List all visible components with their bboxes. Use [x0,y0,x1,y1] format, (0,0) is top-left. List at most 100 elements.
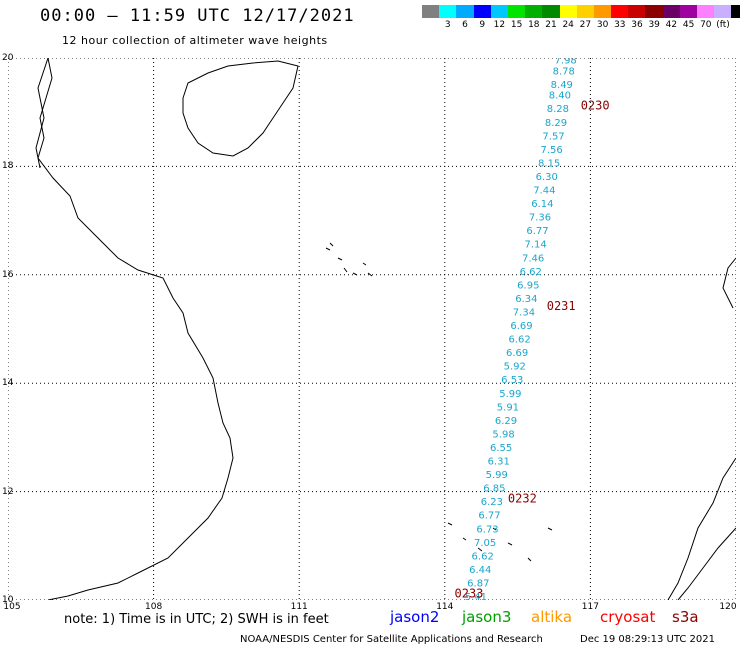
satellite-name: s3a [672,608,699,626]
legend-label: 9 [479,20,486,30]
pass-time-label: 0233 [455,586,484,600]
longitude-label: 114 [436,602,454,612]
legend-swatches [422,5,740,18]
vietnam-coastline [37,58,234,600]
legend-label: 36 [631,20,643,30]
wave-height-value: 6.53 [501,375,523,386]
wave-height-value: 6.44 [469,565,491,576]
wave-height-value: 6.62 [472,551,494,562]
longitude-label: 108 [145,602,163,612]
legend-swatch [697,5,715,18]
legend-label: 18 [528,20,540,30]
wave-height-value: 5.92 [504,362,526,373]
chart-subtitle: 12 hour collection of altimeter wave hei… [62,34,328,47]
palawan-coastline [677,527,736,600]
wave-height-value: 7.34 [513,307,535,318]
pass-time-label: 0230 [581,98,610,112]
legend-swatch [559,5,577,18]
coast-inland-border [35,58,49,169]
wave-height-value: 7.36 [529,213,551,224]
wave-height-value: 6.14 [531,199,553,210]
legend-label: 27 [579,20,592,30]
wave-height-value: 7.05 [474,538,496,549]
wave-height-value: 8.49 [551,80,573,91]
map-svg: 7.988.78 8.498.40 8.28 8.29 7.57 7.56 8.15 6.30… [8,58,736,600]
credit-text: NOAA/NESDIS Center for Satellite Applica… [240,634,543,645]
satellite-name: jason3 [462,608,512,626]
longitude-label: 117 [581,602,599,612]
chart-title: 00:00 – 11:59 UTC 12/17/2021 [40,6,355,26]
legend-label: (ft) [716,20,730,30]
legend-label: 70 [700,20,712,30]
wave-height-value: 8.29 [545,118,567,129]
legend-swatch [473,5,491,18]
map-panel: 7.98 8.78 8.49 8.40 8.28 8.29 7.57 7.56 8.15 6.30… [8,58,736,600]
legend-swatch [628,5,646,18]
wave-height-value: 6.87 [467,578,489,589]
wave-height-value: 6.31 [488,457,510,468]
wave-height-value: 6.73 [476,524,498,535]
wave-height-value: 8.78 [553,66,575,77]
wave-height-value: 7.57 [542,131,564,142]
altimeter-track: 7.988.78 8.498.40 8.28 8.29 7.57 7.56 8.15 6.30… [465,58,577,600]
legend-swatch [456,5,474,18]
latitude-label: 14 [2,378,14,389]
wave-height-value: 7.98 [555,58,577,66]
wave-height-value: 5.41 [465,592,487,600]
wave-height-value: 8.15 [538,158,560,169]
wave-height-value: 6.69 [510,321,532,332]
latitude-label: 10 [2,595,14,605]
legend-label: 21 [545,20,557,30]
wave-height-value: 5.99 [486,470,508,481]
latitude-label: 18 [2,161,14,172]
legend-labels: 3 6 9 12 15 18 21 24 27 30 33 36 39 42 45 70 (ft) [422,18,740,30]
legend-swatch [525,5,543,18]
satellite-name: altika [531,608,573,626]
legend-label: 39 [648,20,660,30]
wave-height-value: 7.46 [522,253,544,264]
satellite-name: cryosat [600,608,656,626]
philippines-coastline [667,257,736,600]
legend-swatch [611,5,629,18]
legend-label: 45 [682,20,695,30]
wave-height-value: 6.95 [517,280,539,291]
paracel-islands [325,242,373,277]
legend-label: 30 [596,20,609,30]
wave-height-value: 6.34 [515,294,537,305]
grid-lines [8,58,736,600]
color-scale-legend: 3 6 9 12 15 18 21 24 27 30 33 36 39 42 45 70 (ft) [422,5,740,30]
spratly-islands [447,522,553,562]
legend-label: 24 [562,20,574,30]
legend-swatch [593,5,612,18]
wave-height-value: 8.28 [547,104,569,115]
legend-label: 3 [444,20,451,30]
wave-height-value: 6.55 [490,443,512,454]
wave-height-value: 6.77 [526,226,548,237]
wave-height-value: 6.77 [478,511,500,522]
legend-swatch [714,5,732,18]
wave-height-value: 6.62 [520,267,542,278]
latitude-label: 20 [2,53,14,63]
legend-swatch [490,5,508,18]
wave-height-value: 5.91 [497,402,519,413]
legend-swatch [439,5,457,18]
legend-swatch [662,5,680,18]
wave-height-value: 6.62 [508,335,530,346]
legend-swatch [731,5,740,18]
legend-swatch [576,5,594,18]
wave-height-value: 5.98 [492,429,514,440]
wave-height-value: 6.85 [483,484,505,495]
legend-label: 12 [493,20,506,30]
satellite-name: jason2 [390,608,440,626]
legend-label: 6 [462,20,468,30]
latitude-label: 12 [2,486,14,497]
pass-time-label: 0231 [547,299,576,313]
legend-swatch [422,5,440,18]
credit-timestamp: Dec 19 08:29:13 UTC 2021 [580,634,715,645]
legend-label: 42 [665,20,678,30]
wave-height-value: 6.29 [495,416,517,427]
footer-note: note: 1) Time is in UTC; 2) SWH is in fe… [64,612,329,627]
wave-height-value: 6.69 [506,348,528,359]
longitude-label: 120 [719,602,737,612]
wave-height-value: 7.56 [540,145,562,156]
